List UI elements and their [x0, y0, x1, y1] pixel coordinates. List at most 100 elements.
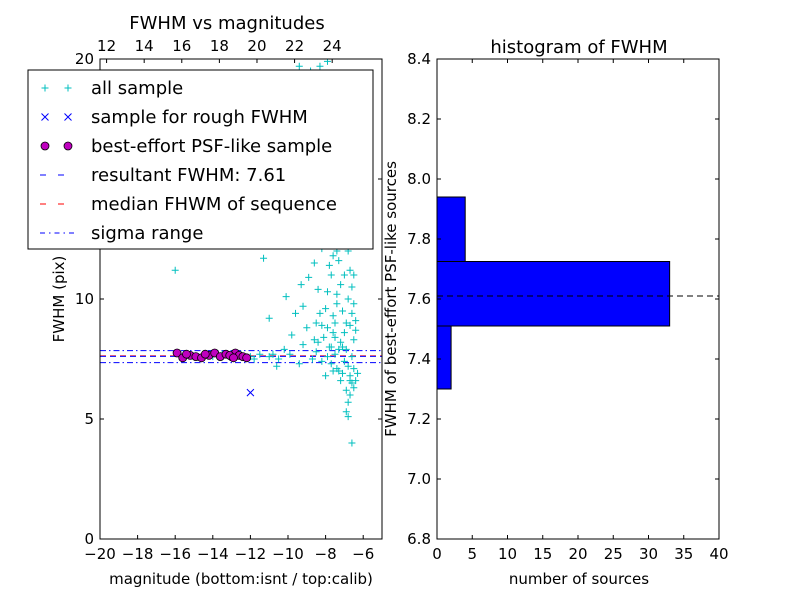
scatter-y-tick-label: 5: [84, 410, 94, 428]
all-sample-point: [329, 367, 337, 375]
all-sample-point: [314, 338, 322, 346]
histogram-x-tick-label: 15: [533, 545, 552, 563]
all-sample-point: [295, 62, 303, 70]
all-sample-point: [275, 355, 283, 363]
all-sample-point: [344, 295, 352, 303]
legend-label: sigma range: [91, 223, 203, 244]
all-sample-point: [316, 309, 324, 317]
scatter-x-tick-label: −16: [159, 545, 191, 563]
all-sample-point: [350, 300, 358, 308]
all-sample-point: [342, 345, 350, 353]
histogram-x-tick-label: 40: [709, 545, 728, 563]
histogram-ticks: 0 5 10 15 20 25 30 35 40 6.8 7.0 7.2 7.4 7.6 7.8 8.0 8.2…: [407, 50, 728, 563]
all-sample-point: [340, 271, 348, 279]
legend-circle-marker: [63, 141, 73, 151]
all-sample-point: [280, 345, 288, 353]
scatter-y-tick-label: 20: [75, 50, 94, 68]
all-sample-point: [348, 283, 356, 291]
all-sample-point: [342, 319, 350, 327]
all-sample-point: [350, 365, 358, 373]
histogram-y-tick-label: 7.4: [407, 350, 431, 368]
histogram-x-tick-label: 30: [639, 545, 658, 563]
legend-label: median FHWM of sequence: [91, 194, 337, 215]
all-sample-point: [256, 350, 264, 358]
psf-like-sample-point: [182, 349, 191, 359]
histogram-bar: [436, 325, 452, 390]
all-sample-point: [171, 266, 179, 274]
legend-entry: sigma range: [40, 223, 203, 244]
all-sample-point: [337, 281, 345, 289]
all-sample-point: [265, 353, 273, 361]
all-sample-point: [329, 329, 337, 337]
all-sample-point: [331, 350, 339, 358]
scatter-y-tick-label: 10: [75, 290, 94, 308]
all-sample-point: [273, 362, 281, 370]
all-sample-point: [323, 324, 331, 332]
all-sample-point: [329, 312, 337, 320]
scatter-title: FWHM vs magnitudes: [129, 13, 324, 34]
histogram-bar: [436, 261, 671, 327]
all-sample-point: [308, 355, 316, 363]
all-sample-point: [346, 321, 354, 329]
legend-x-marker: [41, 113, 49, 121]
scatter-top-tick-label: 14: [135, 37, 154, 55]
all-sample-point: [323, 353, 331, 361]
histogram-y-tick-label: 7.2: [407, 410, 431, 428]
all-sample-point: [346, 266, 354, 274]
histogram-panel: 0 5 10 15 20 25 30 35 40 6.8 7.0 7.2 7.4 7.6 7.8 8.0 8.2…: [382, 37, 729, 588]
legend-plus-marker: [64, 84, 72, 92]
legend-x-marker: [64, 113, 72, 121]
all-sample-point: [344, 362, 352, 370]
psf-like-sample-point: [200, 349, 210, 359]
all-sample-point: [348, 439, 356, 447]
all-sample-point: [352, 377, 360, 385]
histogram-x-tick-label: 0: [432, 545, 442, 563]
histogram-bar: [436, 196, 466, 262]
psf-like-sample-point: [229, 353, 238, 363]
all-sample-point: [346, 391, 354, 399]
histogram-y-tick-label: 6.8: [407, 530, 431, 548]
all-sample-point: [299, 341, 307, 349]
scatter-x-tick-label: −20: [84, 545, 116, 563]
all-sample-point: [335, 345, 343, 353]
all-sample-point: [288, 331, 296, 339]
scatter-y-tick-label: 0: [84, 530, 94, 548]
all-sample-point: [350, 384, 358, 392]
all-sample-point: [333, 290, 341, 298]
scatter-top-tick-label: 22: [285, 37, 304, 55]
legend-circle-marker: [40, 141, 50, 151]
scatter-panel: −20−18−16−14−12−10−8−6051015201214161820…: [27, 13, 383, 588]
all-sample-point: [329, 252, 337, 260]
legend-label: best-effort PSF-like sample: [91, 136, 332, 157]
all-sample-point: [295, 360, 303, 368]
legend-label: resultant FWHM: 7.61: [91, 165, 286, 186]
all-sample-point: [322, 305, 330, 313]
legend-label: sample for rough FWHM: [91, 107, 308, 128]
all-sample-point: [316, 62, 324, 70]
histogram-y-axis-label: FWHM of best-effort PSF-like sources: [382, 161, 400, 437]
scatter-x-tick-label: −12: [235, 545, 267, 563]
all-sample-point: [352, 317, 360, 325]
all-sample-point: [286, 350, 294, 358]
all-sample-point: [312, 319, 320, 327]
all-sample-point: [282, 293, 290, 301]
all-sample-point: [320, 333, 328, 341]
all-sample-point: [297, 281, 305, 289]
scatter-y-axis-label: FWHM (pix): [50, 256, 68, 343]
all-sample-point: [339, 307, 347, 315]
all-sample-point: [318, 321, 326, 329]
all-sample-point: [354, 369, 362, 377]
histogram-x-tick-label: 20: [568, 545, 587, 563]
histogram-title: histogram of FWHM: [490, 37, 667, 58]
all-sample-point: [340, 329, 348, 337]
histogram-y-tick-label: 8.4: [407, 50, 431, 68]
scatter-x-tick-label: −18: [122, 545, 154, 563]
all-sample-point: [350, 271, 358, 279]
all-sample-point: [339, 343, 347, 351]
histogram-y-tick-label: 7.0: [407, 470, 431, 488]
all-sample-point: [310, 259, 318, 267]
all-sample-point: [350, 336, 358, 344]
all-sample-point: [299, 302, 307, 310]
histogram-x-tick-label: 5: [467, 545, 477, 563]
